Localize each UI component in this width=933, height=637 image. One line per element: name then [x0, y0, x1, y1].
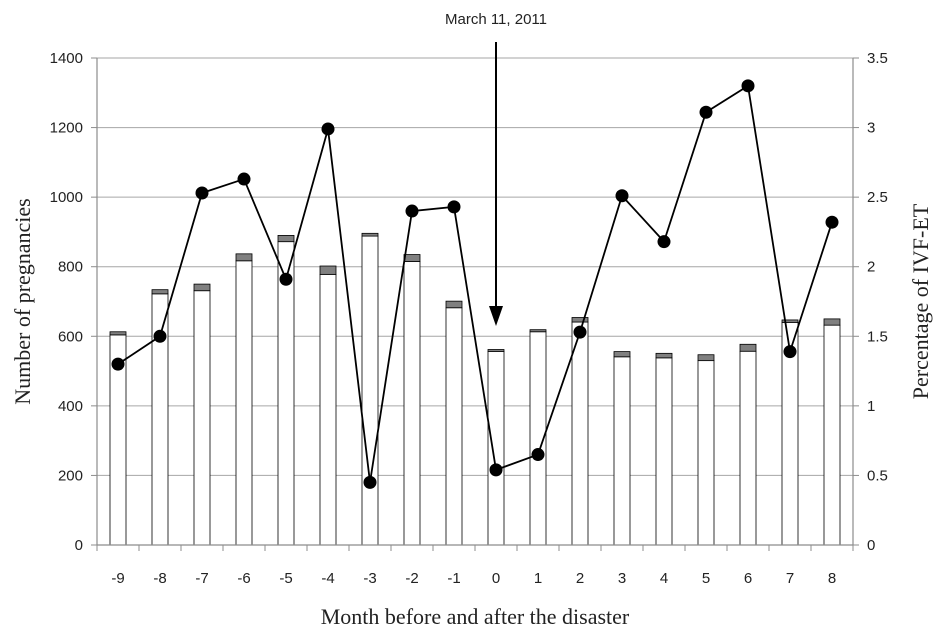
bar-top-segment	[445, 300, 463, 309]
ivf-line	[117, 84, 833, 483]
ivf-point	[783, 345, 797, 359]
y-right-tick-label: 3	[867, 120, 875, 137]
annotation-label: March 11, 2011	[445, 11, 547, 28]
x-tick-label: 1	[534, 570, 542, 587]
bar-main	[319, 273, 337, 546]
ivf-point	[111, 357, 125, 371]
bar-top-segment	[739, 343, 757, 352]
bar-top-segment	[487, 349, 505, 352]
y-left-tick-label: 0	[75, 537, 83, 554]
bar-main	[613, 356, 631, 546]
ivf-point	[153, 329, 167, 343]
bar-top-segment	[697, 354, 715, 362]
disaster-annotation: March 11, 2011	[445, 11, 547, 326]
bar-top-segment	[151, 289, 169, 295]
bar-main	[487, 351, 505, 546]
bar-main	[235, 260, 253, 546]
bar-top-segment	[655, 352, 673, 359]
y-right-tick-label: 0	[867, 537, 875, 554]
ivf-point	[405, 204, 419, 218]
y-right-tick-label: 1	[867, 398, 875, 415]
ivf-point	[237, 172, 251, 186]
ivf-point	[741, 79, 755, 93]
x-tick-label: -4	[321, 570, 334, 587]
x-axis-title: Month before and after the disaster	[321, 604, 630, 629]
y-axis-right-title: Percentage of IVF-ET	[908, 203, 933, 399]
x-tick-label: -9	[111, 570, 124, 587]
bar-main	[445, 307, 463, 546]
y-right-tick-label: 0.5	[867, 467, 888, 484]
ivf-point	[615, 189, 629, 203]
y-left-tick-label: 1400	[50, 50, 83, 67]
bar-top-segment	[613, 351, 631, 358]
y-right-tick-label: 3.5	[867, 50, 888, 67]
x-tick-label: -2	[405, 570, 418, 587]
bar-top-segment	[361, 232, 379, 237]
y-left-tick-label: 1000	[50, 189, 83, 206]
y-axis-left-title: Number of pregnancies	[10, 198, 35, 404]
ivf-point	[447, 200, 461, 214]
x-tick-label: 0	[492, 570, 500, 587]
x-tick-label: -8	[153, 570, 166, 587]
bar-main	[823, 324, 841, 546]
ivf-point	[825, 215, 839, 229]
y-right-tick-label: 2	[867, 259, 875, 276]
bars	[109, 232, 841, 546]
y-left-tick-label: 400	[58, 398, 83, 415]
bar-top-segment	[235, 253, 253, 262]
ivf-point	[279, 272, 293, 286]
bar-top-segment	[109, 331, 127, 336]
ivf-point	[531, 448, 545, 462]
y-left-tick-label: 800	[58, 259, 83, 276]
x-tick-label: -3	[363, 570, 376, 587]
bar-main	[739, 350, 757, 546]
bar-main	[361, 235, 379, 546]
bar-main	[697, 360, 715, 546]
bar-main	[571, 321, 589, 546]
y-left-tick-label: 1200	[50, 120, 83, 137]
x-tick-label: 6	[744, 570, 752, 587]
y-left-tick-label: 600	[58, 328, 83, 345]
tick-labels: -9 -8 -7 -6 -5 -4 -3 -2 -1 0 1 2 3 4 5 6 7 8 0 200 400 600 800…	[50, 50, 888, 587]
annotation-arrowhead	[489, 306, 503, 326]
bar-top-segment	[193, 283, 211, 292]
x-tick-label: 3	[618, 570, 626, 587]
ivf-point	[195, 186, 209, 200]
ivf-point	[363, 475, 377, 489]
x-tick-label: -1	[447, 570, 460, 587]
x-tick-label: 4	[660, 570, 668, 587]
bar-top-segment	[319, 265, 337, 275]
bar-top-segment	[277, 235, 295, 243]
x-tick-label: 2	[576, 570, 584, 587]
x-tick-label: 5	[702, 570, 710, 587]
line-series	[111, 79, 839, 489]
ivf-point	[657, 235, 671, 249]
x-tick-label: 7	[786, 570, 794, 587]
y-right-tick-label: 2.5	[867, 189, 888, 206]
x-tick-label: -7	[195, 570, 208, 587]
x-tick-label: 8	[828, 570, 836, 587]
y-right-tick-label: 1.5	[867, 328, 888, 345]
x-tick-label: -5	[279, 570, 292, 587]
y-left-tick-label: 200	[58, 467, 83, 484]
bar-top-segment	[823, 318, 841, 326]
bar-top-segment	[781, 319, 799, 323]
ivf-point	[321, 122, 335, 136]
bar-main	[655, 357, 673, 546]
bar-top-segment	[529, 329, 547, 333]
bar-main	[193, 290, 211, 546]
x-tick-label: -6	[237, 570, 250, 587]
ivf-point	[699, 105, 713, 119]
ivf-point	[489, 463, 503, 477]
bar-top-segment	[571, 317, 589, 323]
bar-main	[403, 261, 421, 546]
bar-main	[277, 241, 295, 546]
bar-top-segment	[403, 254, 421, 262]
ivf-point	[573, 325, 587, 339]
